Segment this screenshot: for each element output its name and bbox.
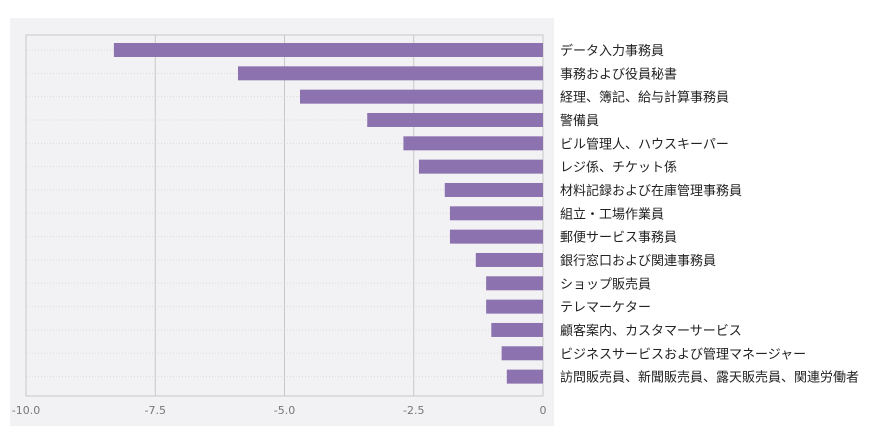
category-label: 銀行窓口および関連事務員 <box>560 253 716 269</box>
bar <box>237 66 543 81</box>
category-label: 経理、簿記、給与計算事務員 <box>560 90 729 106</box>
x-tick-label: -2.5 <box>403 404 424 417</box>
bar <box>444 182 543 197</box>
bar <box>506 369 543 384</box>
category-label: ビジネスサービスおよび管理マネージャー <box>560 347 806 362</box>
category-label: 警備員 <box>560 113 599 129</box>
bar <box>486 299 543 314</box>
category-label: 訪問販売員、新聞販売員、露天販売員、関連労働者 <box>560 370 859 386</box>
category-label: データ入力事務員 <box>560 43 664 59</box>
x-tick-label: -7.5 <box>145 404 166 417</box>
bar <box>449 229 543 244</box>
x-tick-label: -10.0 <box>12 404 40 417</box>
bar <box>300 89 543 104</box>
bar <box>367 112 543 127</box>
bar <box>403 136 543 151</box>
bar <box>501 346 543 361</box>
bar <box>113 43 543 57</box>
chart-background <box>10 18 554 426</box>
category-label: 事務および役員秘書 <box>560 67 677 82</box>
bar <box>486 276 543 291</box>
category-label: ビル管理人、ハウスキーパー <box>560 137 729 152</box>
category-label: 組立・工場作業員 <box>560 206 664 222</box>
category-label: 材料記録および在庫管理事務員 <box>560 183 742 199</box>
x-tick-label: 0 <box>540 404 547 417</box>
x-tick-label: -5.0 <box>274 404 295 417</box>
bar <box>475 252 543 267</box>
category-label: レジ係、チケット係 <box>560 161 677 176</box>
category-label: テレマーケター <box>560 301 651 316</box>
bar <box>418 159 543 174</box>
category-label: ショップ販売員 <box>560 276 651 292</box>
bar <box>491 322 543 337</box>
category-label: 郵便サービス事務員 <box>560 231 677 246</box>
category-label: 顧客案内、カスタマーサービス <box>560 323 742 339</box>
bar <box>449 206 543 221</box>
